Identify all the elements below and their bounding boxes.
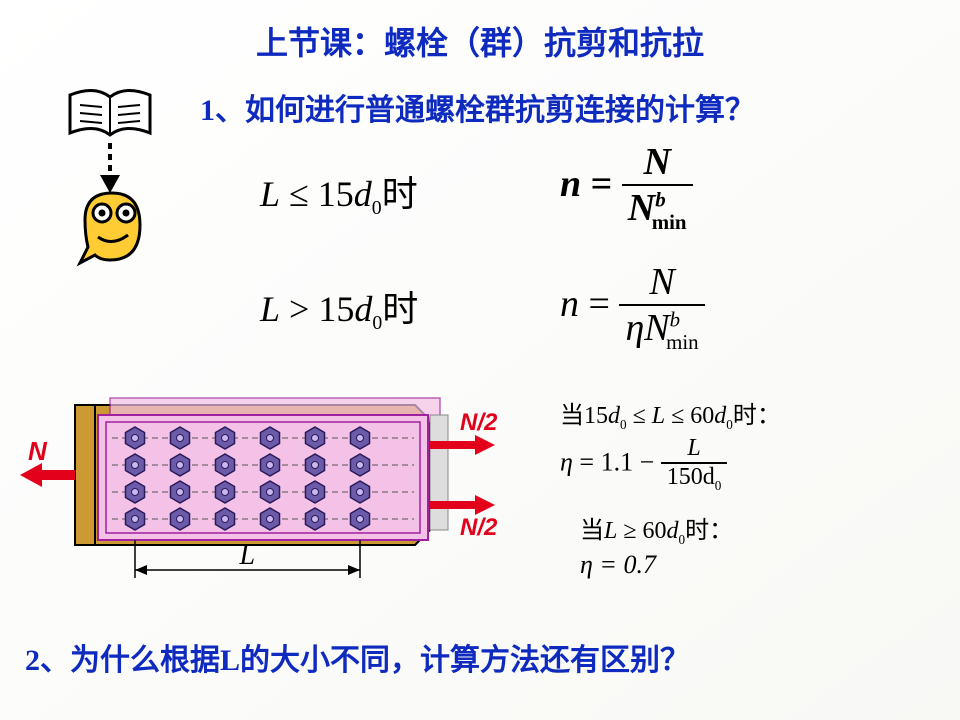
equation-1: n = N Nbmin <box>560 140 693 235</box>
svg-text:L: L <box>239 540 256 571</box>
equation-2: n = N ηNbmin <box>560 260 705 355</box>
condition-1: L ≤ 15d0时 <box>260 165 418 220</box>
clipart-book-head <box>40 85 180 290</box>
svg-text:N/2: N/2 <box>460 514 498 541</box>
eta-formula-1: η = 1.1 − L 150d0 <box>560 435 727 494</box>
eta-condition-1: 当15d0 ≤ L ≤ 60d0时： <box>560 395 781 433</box>
eta-condition-2: 当L ≥ 60d0时： <box>580 510 733 548</box>
svg-text:N: N <box>28 436 48 466</box>
slide-title: 上节课：螺栓（群）抗剪和抗拉 <box>0 0 960 64</box>
bolt-connection-diagram: N N/2 N/2 L <box>20 390 530 625</box>
condition-2: L > 15d0时 <box>260 280 418 335</box>
question-2: 2、为什么根据L的大小不同，计算方法还有区别？ <box>25 635 690 679</box>
eta-formula-2: η = 0.7 <box>580 550 656 580</box>
question-1: 1、如何进行普通螺栓群抗剪连接的计算？ <box>200 85 755 129</box>
svg-text:N/2: N/2 <box>460 409 498 436</box>
